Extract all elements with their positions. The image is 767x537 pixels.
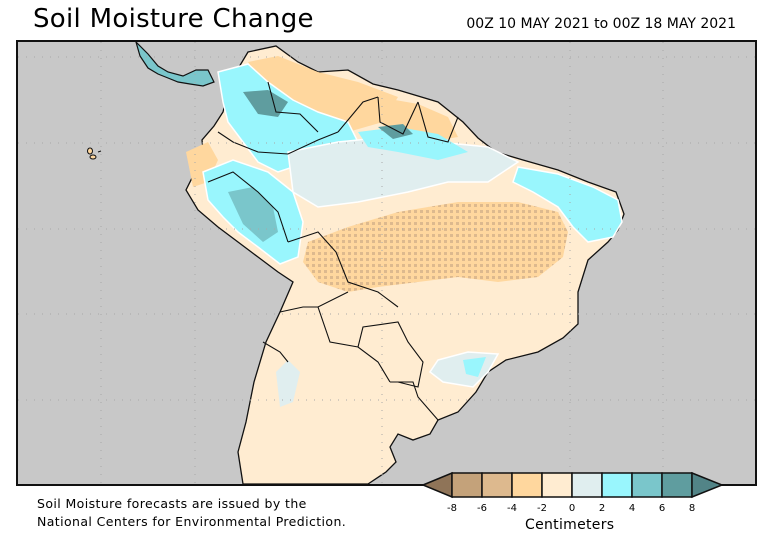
colorbar-tick-label: 6 [659,503,665,514]
galapagos-islands [87,147,102,160]
dry-region-venezuela [248,56,398,132]
wet-region-peru-core [228,187,278,242]
colorbar-tick-label: 4 [629,503,635,514]
wet-region-amazon-core [378,124,413,139]
colorbar-tick-label: -2 [537,503,547,514]
wet-region-northeast-brazil [512,166,623,243]
colorbar-tick-label: 8 [689,503,695,514]
wet-region-colombia-core [243,90,288,117]
map-title: Soil Moisture Change [33,4,314,34]
country-borders [207,81,459,421]
soil-moisture-map [16,40,757,486]
graticule [18,42,755,484]
credit-line-2: National Centers for Environmental Predi… [37,514,347,529]
colorbar-tick-label: 0 [569,503,575,514]
colorbar-tick-label: -4 [507,503,517,514]
date-range: 00Z 10 MAY 2021 to 00Z 18 MAY 2021 [466,16,736,32]
map-canvas [18,42,755,484]
wet-region-amazon-band [358,127,468,160]
units-label: Centimeters [525,517,615,533]
wet-region-southeast-core [463,357,486,377]
wet-region-chile [276,360,300,407]
central-america-landmass [135,42,215,87]
colorbar-tick-label: -6 [477,503,487,514]
colorbar-tick-label: -8 [447,503,457,514]
credit-line-1: Soil Moisture forecasts are issued by th… [37,496,307,511]
credit-text: Soil Moisture forecasts are issued by th… [37,495,346,531]
dry-region-central-brazil [303,202,568,292]
colorbar-tick-label: 2 [599,503,605,514]
